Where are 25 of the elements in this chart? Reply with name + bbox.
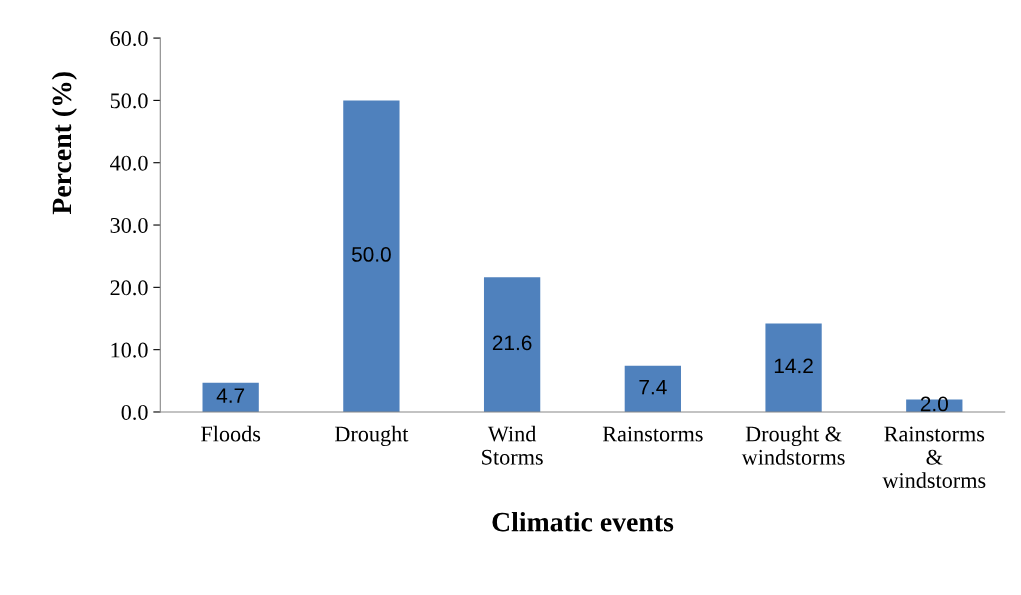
bar [343, 100, 400, 412]
x-tick-label: Drought & windstorms [741, 425, 845, 465]
data-label: 7.4 [639, 379, 667, 395]
data-label: 4.7 [216, 388, 245, 403]
data-label: 2.0 [920, 396, 948, 412]
x-tick-label: Drought [334, 425, 409, 447]
y-tick-label: 20.0 [110, 280, 148, 296]
y-tick-label: 40.0 [110, 155, 148, 171]
bar [483, 277, 541, 412]
y-tick-label: 0.0 [121, 404, 148, 420]
bar [624, 365, 681, 412]
x-tick-label: Floods [201, 425, 261, 442]
x-tick-label: Wind Storms [482, 425, 543, 465]
x-axis-title: Climatic events [492, 511, 674, 532]
y-tick-label: 10.0 [111, 342, 148, 358]
data-label: 50.0 [351, 247, 391, 262]
y-tick-label: 50.0 [110, 93, 148, 109]
y-axis-title: Percent (%) [51, 72, 77, 215]
bar [765, 323, 822, 412]
data-label: 14.2 [774, 358, 813, 374]
x-tick-label: Rainstorms [602, 426, 703, 442]
y-tick-label: 60.0 [110, 31, 148, 47]
x-tick-label: Rainstorms & windstorms [882, 426, 986, 488]
y-tick-label: 30.0 [110, 217, 148, 234]
data-label: 21.6 [492, 335, 532, 351]
